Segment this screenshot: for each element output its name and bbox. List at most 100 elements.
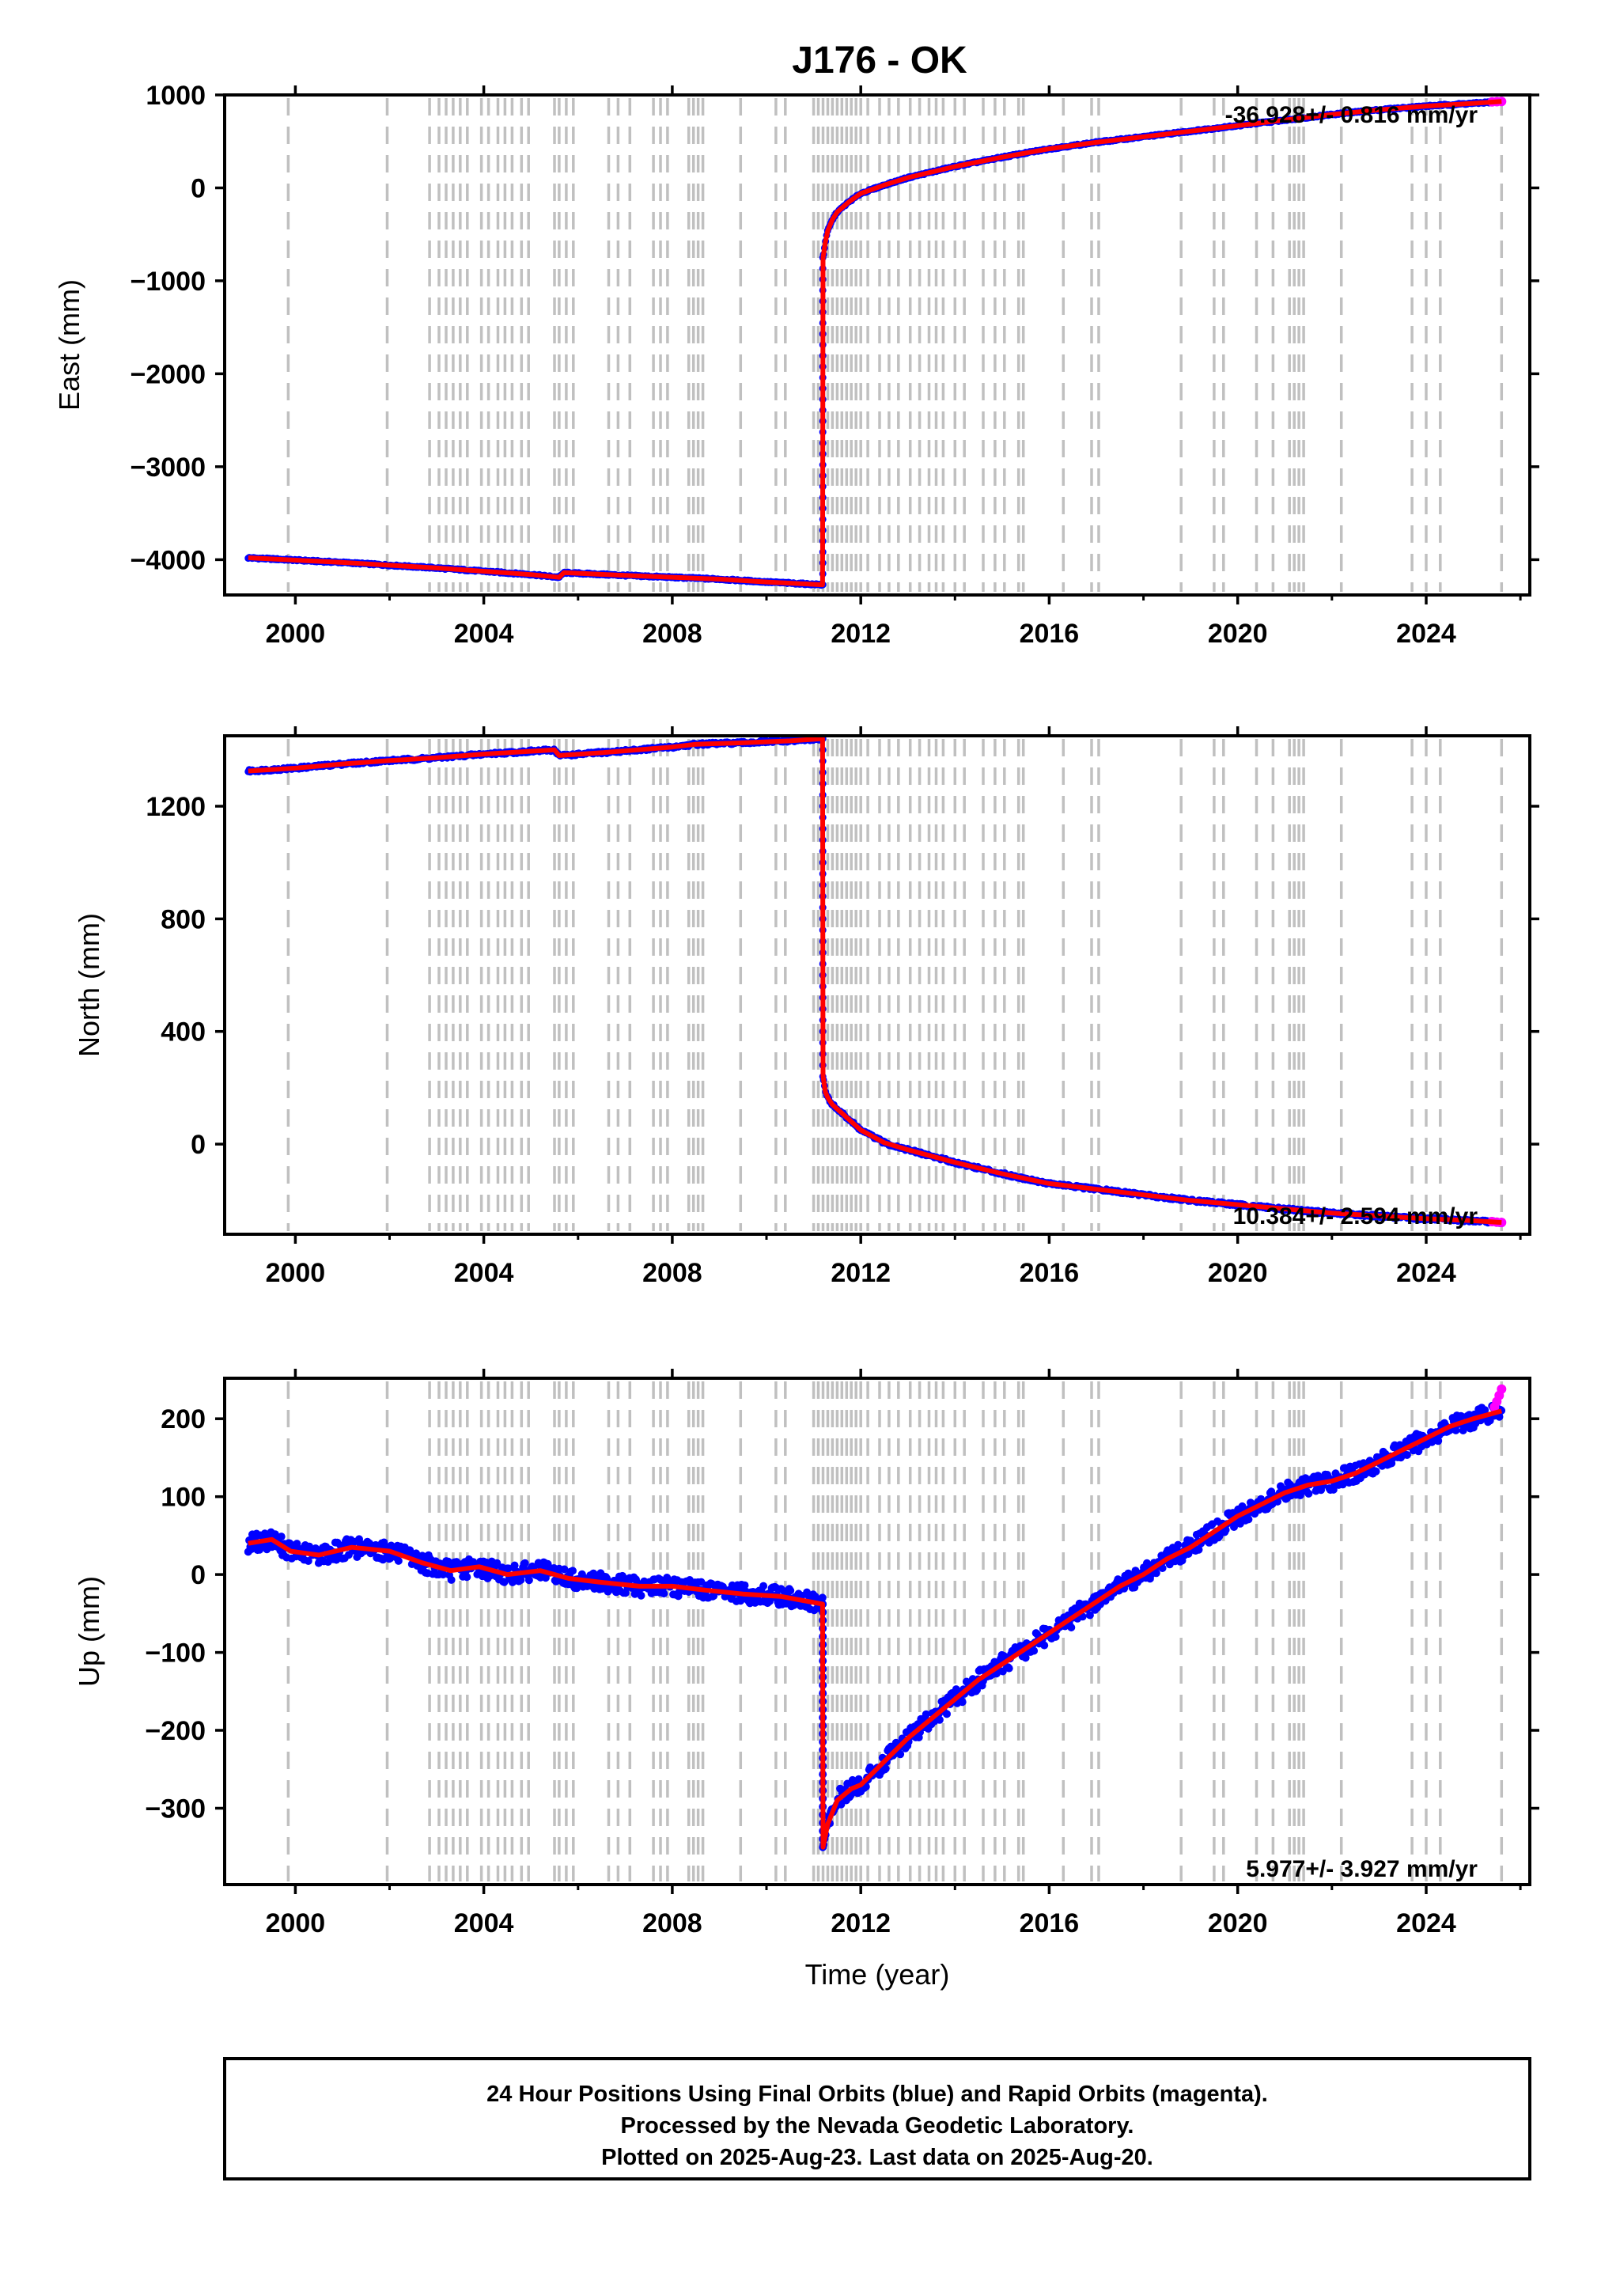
up-final-point	[1158, 1564, 1167, 1572]
footer-box: 24 Hour Positions Using Final Orbits (bl…	[223, 2057, 1531, 2180]
east-model-line	[248, 99, 1502, 588]
up-final-point	[881, 1764, 890, 1773]
up-final-point	[1481, 1406, 1489, 1415]
up-final-point	[394, 1556, 403, 1565]
up-final-point	[439, 1570, 448, 1579]
chart-title: J176 - OK	[792, 40, 967, 81]
up-final-point	[1372, 1467, 1380, 1476]
north-xtick-label: 2008	[642, 1258, 702, 1288]
east-ylabel: East (mm)	[53, 279, 85, 411]
east-ytick-label: 0	[191, 174, 206, 204]
up-final-point	[1296, 1491, 1304, 1499]
up-final-point	[1030, 1646, 1039, 1655]
north-xtick-label: 2012	[831, 1258, 891, 1288]
up-final-point	[896, 1750, 905, 1759]
up-axes: 200 100 0 −100 −200 −300 2000 2004 2008 2012 2016 2…	[145, 1369, 1539, 1938]
footer-line-2: Processed by the Nevada Geodetic Laborat…	[621, 2113, 1134, 2139]
east-xtick-label: 2024	[1396, 619, 1456, 649]
up-xtick-label: 2008	[642, 1908, 702, 1938]
east-series	[244, 97, 1507, 589]
east-ytick-label: −3000	[131, 453, 206, 483]
up-events	[286, 1381, 1504, 1881]
up-final-point	[463, 1573, 471, 1582]
east-axes: 1000 0 −1000 −2000 −3000 −4000 2000 2004 2008 201…	[131, 81, 1539, 649]
up-final-point	[1457, 1411, 1465, 1420]
up-final-point	[1451, 1426, 1460, 1434]
east-xtick-label: 2000	[266, 619, 326, 649]
up-model-line	[248, 1408, 1503, 1850]
up-final-point	[973, 1686, 981, 1694]
up-xtick-label: 2000	[266, 1908, 326, 1938]
east-xtick-label: 2008	[642, 619, 702, 649]
up-final-point	[1304, 1489, 1313, 1498]
up-final-point	[740, 1581, 749, 1589]
up-final-point	[1495, 1412, 1504, 1421]
north-xtick-label: 2016	[1020, 1258, 1080, 1288]
up-final-point	[958, 1698, 967, 1707]
north-ytick-label: 0	[191, 1130, 206, 1160]
east-ytick-label: 1000	[146, 81, 206, 111]
up-final-point	[1174, 1540, 1183, 1549]
up-ytick-label: 0	[191, 1560, 206, 1590]
east-xtick-label: 2004	[454, 619, 514, 649]
up-final-point	[660, 1589, 668, 1598]
north-ytick-label: 1200	[146, 792, 206, 822]
north-xtick-label: 2020	[1208, 1258, 1268, 1288]
up-final-point	[1194, 1545, 1203, 1554]
north-xtick-label: 2004	[454, 1258, 514, 1288]
up-final-point	[560, 1565, 569, 1574]
east-frame	[223, 93, 1531, 597]
up-frame	[223, 1377, 1531, 1886]
up-final-point	[922, 1710, 930, 1718]
up-series	[244, 1384, 1507, 1851]
up-rapid-point	[1497, 1384, 1507, 1394]
up-final-point	[1005, 1664, 1013, 1673]
up-final-point	[520, 1559, 529, 1567]
up-xtick-label: 2012	[831, 1908, 891, 1938]
up-final-point	[1085, 1611, 1094, 1620]
up-final-point	[569, 1567, 577, 1575]
east-rate-label: -36.928+/- 0.816 mm/yr	[1225, 102, 1478, 128]
east-xtick-label: 2012	[831, 619, 891, 649]
up-final-point	[1021, 1654, 1030, 1662]
up-final-point	[854, 1775, 863, 1783]
east-ytick-label: −1000	[131, 267, 206, 297]
up-final-point	[524, 1576, 533, 1585]
up-xtick-label: 2004	[454, 1908, 514, 1938]
up-ytick-label: −200	[145, 1716, 206, 1746]
up-final-point	[293, 1540, 301, 1548]
up-final-point	[510, 1561, 519, 1570]
north-final-points	[244, 736, 1505, 1227]
up-final-point	[447, 1575, 456, 1584]
up-final-point	[637, 1591, 645, 1600]
up-ytick-label: −300	[145, 1794, 206, 1824]
up-ylabel: Up (mm)	[73, 1576, 105, 1687]
east-xtick-label: 2020	[1208, 619, 1268, 649]
up-final-point	[1040, 1641, 1049, 1650]
north-model-line	[248, 736, 1502, 1226]
up-xtick-label: 2024	[1396, 1908, 1456, 1938]
north-ytick-label: 400	[161, 1017, 206, 1048]
east-ytick-label: −2000	[131, 359, 206, 389]
north-series	[244, 736, 1507, 1228]
north-rate-label: 10.384+/- 2.594 mm/yr	[1233, 1203, 1478, 1229]
up-final-point	[277, 1533, 286, 1541]
up-ytick-label: 100	[161, 1483, 206, 1513]
up-panel: 200 100 0 −100 −200 −300 2000 2004 2008 2012 2016 2…	[73, 1369, 1539, 1991]
footer-line-3: Plotted on 2025-Aug-23. Last data on 202…	[601, 2145, 1153, 2170]
up-final-point	[1244, 1515, 1253, 1524]
up-final-point	[304, 1557, 312, 1565]
up-final-point	[759, 1582, 768, 1590]
up-final-point	[1402, 1451, 1411, 1459]
up-final-point	[1067, 1623, 1076, 1631]
east-panel: 1000 0 −1000 −2000 −3000 −4000 2000 2004 2008 201…	[53, 81, 1539, 649]
up-final-point	[818, 1593, 827, 1602]
up-xtick-label: 2016	[1020, 1908, 1080, 1938]
north-axes: 1200 800 400 0 2000 2004 2008 2012 2016 2020 2024	[146, 726, 1539, 1288]
up-final-point	[943, 1710, 951, 1718]
up-rate-label: 5.977+/- 3.927 mm/yr	[1246, 1856, 1478, 1882]
up-final-point	[935, 1715, 944, 1724]
up-final-point	[1051, 1632, 1060, 1641]
